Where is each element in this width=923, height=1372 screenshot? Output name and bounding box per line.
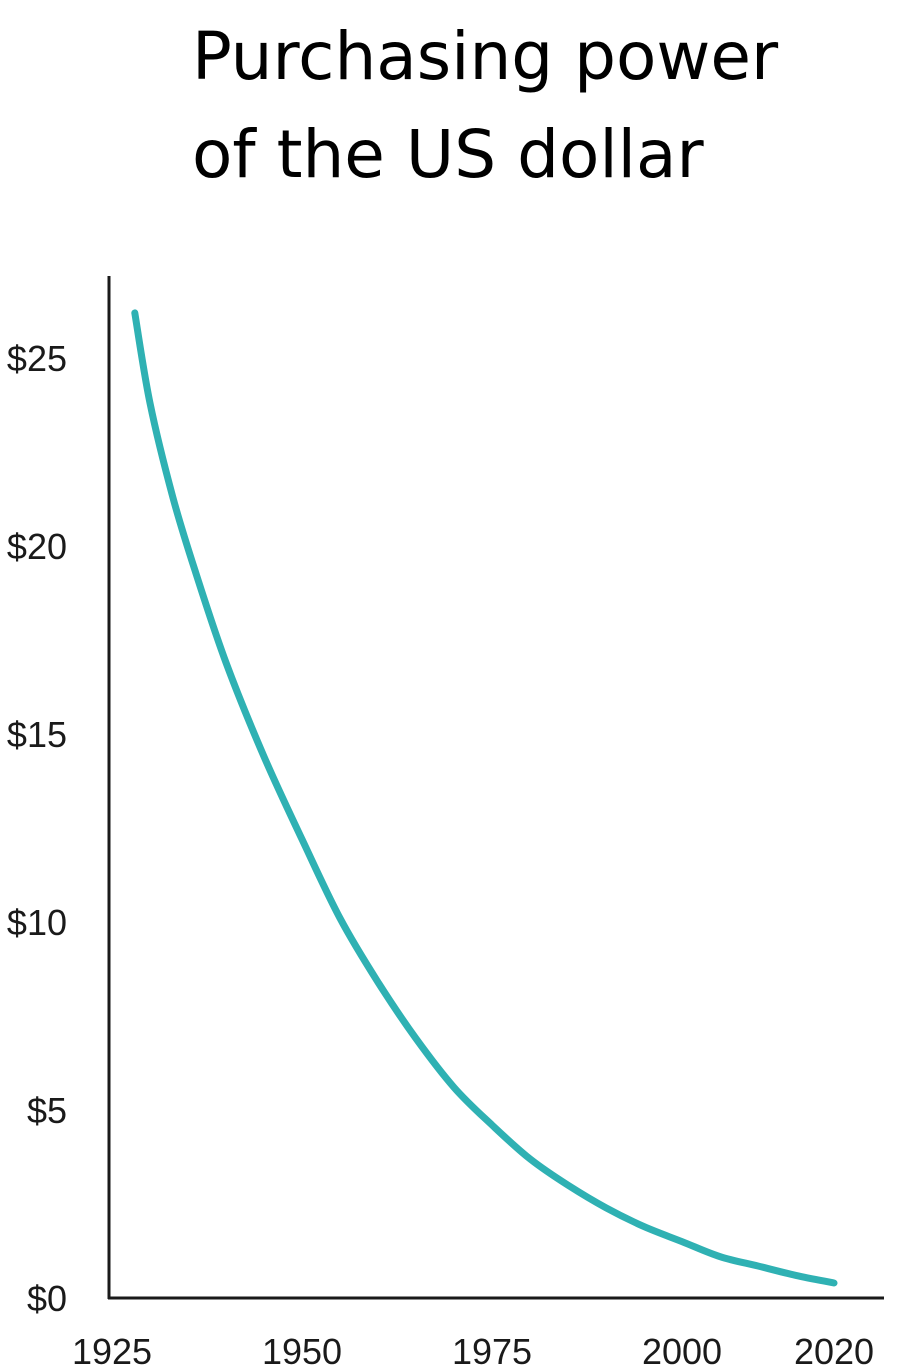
- x-tick-label: 1975: [452, 1331, 532, 1372]
- chart-title: Purchasing power of the US dollar: [192, 8, 892, 204]
- y-tick-label: $5: [27, 1090, 67, 1131]
- x-tick-label: 2020: [794, 1331, 874, 1372]
- y-tick-label: $10: [7, 902, 67, 943]
- y-axis-tick-labels: $0 $5 $10 $15 $20 $25: [7, 338, 67, 1319]
- chart-title-line-2: of the US dollar: [192, 116, 704, 193]
- x-tick-label: 1950: [262, 1331, 342, 1372]
- y-tick-label: $25: [7, 338, 67, 379]
- y-tick-label: $20: [7, 526, 67, 567]
- y-tick-label: $15: [7, 714, 67, 755]
- y-tick-label: $0: [27, 1278, 67, 1319]
- chart-series: [131, 309, 838, 1287]
- x-tick-label: 2000: [642, 1331, 722, 1372]
- chart-title-line-1: Purchasing power: [192, 18, 779, 95]
- x-tick-label: 1925: [72, 1331, 152, 1372]
- x-axis-tick-labels: 1925 1950 1975 2000 2020: [72, 1331, 874, 1372]
- chart-axes: [107, 276, 884, 1300]
- series-line-0: [131, 309, 838, 1287]
